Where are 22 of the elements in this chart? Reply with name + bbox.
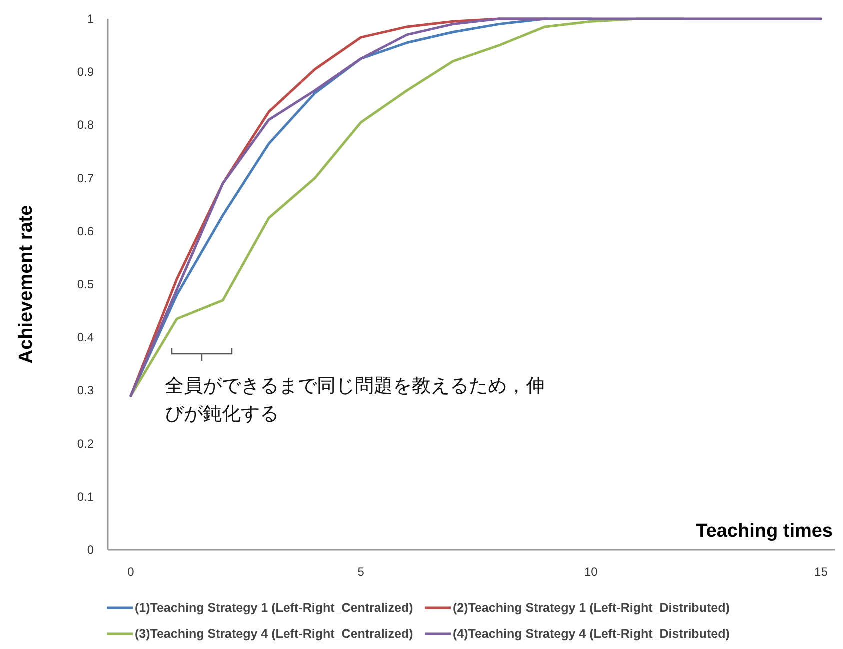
x-tick-label: 15	[814, 565, 828, 579]
annotation: 全員ができるまで同じ問題を教えるため，伸びが鈍化する	[165, 376, 545, 425]
y-tick-label: 0.4	[77, 330, 94, 345]
y-axis-title: Achievement rate	[16, 205, 37, 364]
y-tick-label: 1	[87, 12, 94, 26]
x-tick-label: 0	[128, 565, 135, 579]
legend-item: (2)Teaching Strategy 1 (Left-Right_Distributed)	[425, 601, 730, 615]
y-tick-label: 0.8	[77, 118, 94, 132]
y-tick-label: 0.7	[77, 171, 94, 186]
x-tick-label: 10	[584, 565, 598, 579]
legend-item: (3)Teaching Strategy 4 (Left-Right_Centralized)	[107, 627, 414, 641]
y-tick-label: 0.9	[77, 65, 94, 80]
legend-item: (4)Teaching Strategy 4 (Left-Right_Distributed)	[425, 627, 730, 641]
y-tick-label: 0.5	[77, 278, 94, 292]
y-tick-label: 0	[87, 543, 94, 557]
y-tick-label: 0.3	[77, 384, 94, 398]
y-tick-label: 0.6	[77, 224, 94, 238]
x-tick-label: 5	[358, 565, 365, 579]
y-tick-label: 0.2	[77, 436, 94, 451]
x-axis-title: Teaching times	[696, 521, 833, 542]
legend-item: (1)Teaching Strategy 1 (Left-Right_Centralized)	[107, 601, 414, 615]
y-tick-label: 0.1	[77, 490, 94, 504]
